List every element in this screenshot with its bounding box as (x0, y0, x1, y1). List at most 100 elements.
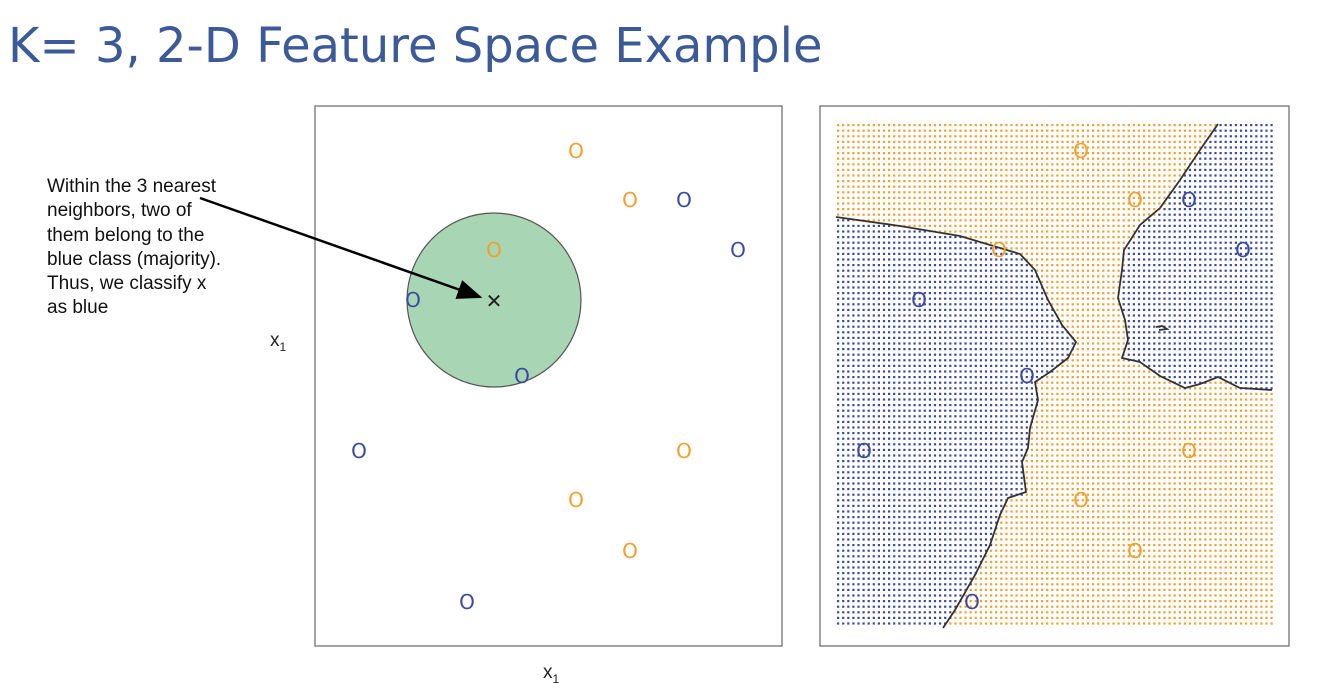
grid-dot (1255, 258, 1258, 261)
grid-dot (1132, 426, 1135, 429)
grid-dot (1255, 140, 1258, 143)
grid-dot (1270, 208, 1273, 211)
grid-dot (877, 208, 880, 211)
grid-dot (1239, 208, 1243, 211)
grid-dot (1086, 297, 1090, 300)
grid-dot (893, 336, 896, 339)
grid-dot (1046, 264, 1049, 267)
grid-dot (877, 415, 880, 418)
grid-dot (1081, 353, 1084, 356)
grid-dot (1255, 252, 1258, 255)
grid-dot (1224, 269, 1227, 272)
grid-dot (954, 392, 957, 395)
grid-dot (949, 129, 952, 132)
grid-dot (1076, 314, 1079, 317)
grid-dot (944, 308, 947, 311)
grid-dot (1041, 230, 1044, 233)
grid-dot (913, 370, 916, 373)
grid-dot (933, 348, 937, 351)
grid-dot (1117, 202, 1120, 205)
grid-dot (1229, 432, 1232, 435)
grid-dot (1229, 404, 1232, 407)
grid-dot (1163, 286, 1166, 289)
grid-dot (1168, 258, 1171, 261)
grid-dot (1086, 280, 1090, 283)
grid-dot (984, 269, 988, 272)
grid-dot (1025, 252, 1028, 255)
grid-dot (862, 230, 865, 233)
decision-grid-dots (837, 124, 1273, 625)
grid-dot (1066, 409, 1069, 412)
grid-dot (1061, 404, 1064, 407)
grid-dot (1127, 208, 1130, 211)
grid-dot (944, 146, 947, 149)
grid-dot (1097, 224, 1100, 227)
grid-dot (959, 348, 962, 351)
grid-dot (974, 325, 977, 328)
grid-dot (1000, 331, 1003, 334)
grid-dot (1061, 124, 1064, 127)
grid-dot (1005, 308, 1008, 311)
grid-dot (862, 415, 865, 418)
grid-dot (1137, 398, 1141, 401)
grid-dot (1239, 252, 1243, 255)
grid-dot (1092, 292, 1095, 295)
grid-dot (1102, 157, 1105, 160)
grid-dot (1204, 280, 1207, 283)
grid-dot (1097, 280, 1100, 283)
grid-dot (888, 219, 891, 222)
grid-dot (1168, 364, 1171, 367)
grid-dot (908, 376, 911, 379)
grid-dot (1056, 196, 1059, 199)
grid-dot (913, 258, 916, 261)
grid-dot (1158, 280, 1161, 283)
grid-dot (1005, 129, 1008, 132)
grid-dot (862, 124, 865, 127)
grid-dot (1051, 303, 1054, 306)
grid-dot (1041, 124, 1044, 127)
grid-dot (918, 392, 921, 395)
grid-dot (1173, 437, 1176, 440)
grid-dot (1265, 208, 1268, 211)
grid-dot (1010, 348, 1013, 351)
grid-dot (908, 275, 911, 278)
grid-dot (918, 191, 921, 194)
grid-dot (1265, 387, 1268, 390)
grid-dot (1127, 230, 1130, 233)
grid-dot (1051, 224, 1054, 227)
grid-dot (1117, 280, 1120, 283)
grid-dot (1122, 241, 1125, 244)
grid-dot (1199, 252, 1202, 255)
grid-dot (1107, 420, 1110, 423)
grid-dot (923, 168, 926, 171)
grid-dot (1194, 252, 1197, 255)
grid-dot (1122, 202, 1125, 205)
grid-dot (1020, 258, 1023, 261)
grid-dot (847, 376, 850, 379)
grid-dot (1270, 191, 1273, 194)
grid-dot (1097, 292, 1100, 295)
grid-dot (1148, 247, 1151, 250)
grid-dot (857, 359, 860, 362)
grid-dot (1076, 297, 1079, 300)
grid-dot (1250, 236, 1253, 239)
grid-dot (888, 258, 891, 261)
grid-dot (837, 420, 840, 423)
grid-dot (928, 409, 931, 412)
grid-dot (837, 157, 840, 160)
grid-dot (1194, 432, 1197, 435)
grid-dot (893, 264, 896, 267)
grid-dot (1056, 331, 1059, 334)
grid-dot (903, 426, 906, 429)
grid-dot (1020, 230, 1023, 233)
grid-dot (1183, 140, 1186, 143)
grid-dot (1163, 314, 1166, 317)
grid-dot (959, 415, 962, 418)
grid-dot (1086, 286, 1090, 289)
grid-dot (837, 437, 840, 440)
grid-dot (1245, 146, 1248, 149)
grid-dot (1214, 387, 1217, 390)
grid-dot (1066, 404, 1069, 407)
grid-dot (1260, 135, 1263, 138)
grid-dot (1143, 359, 1146, 362)
